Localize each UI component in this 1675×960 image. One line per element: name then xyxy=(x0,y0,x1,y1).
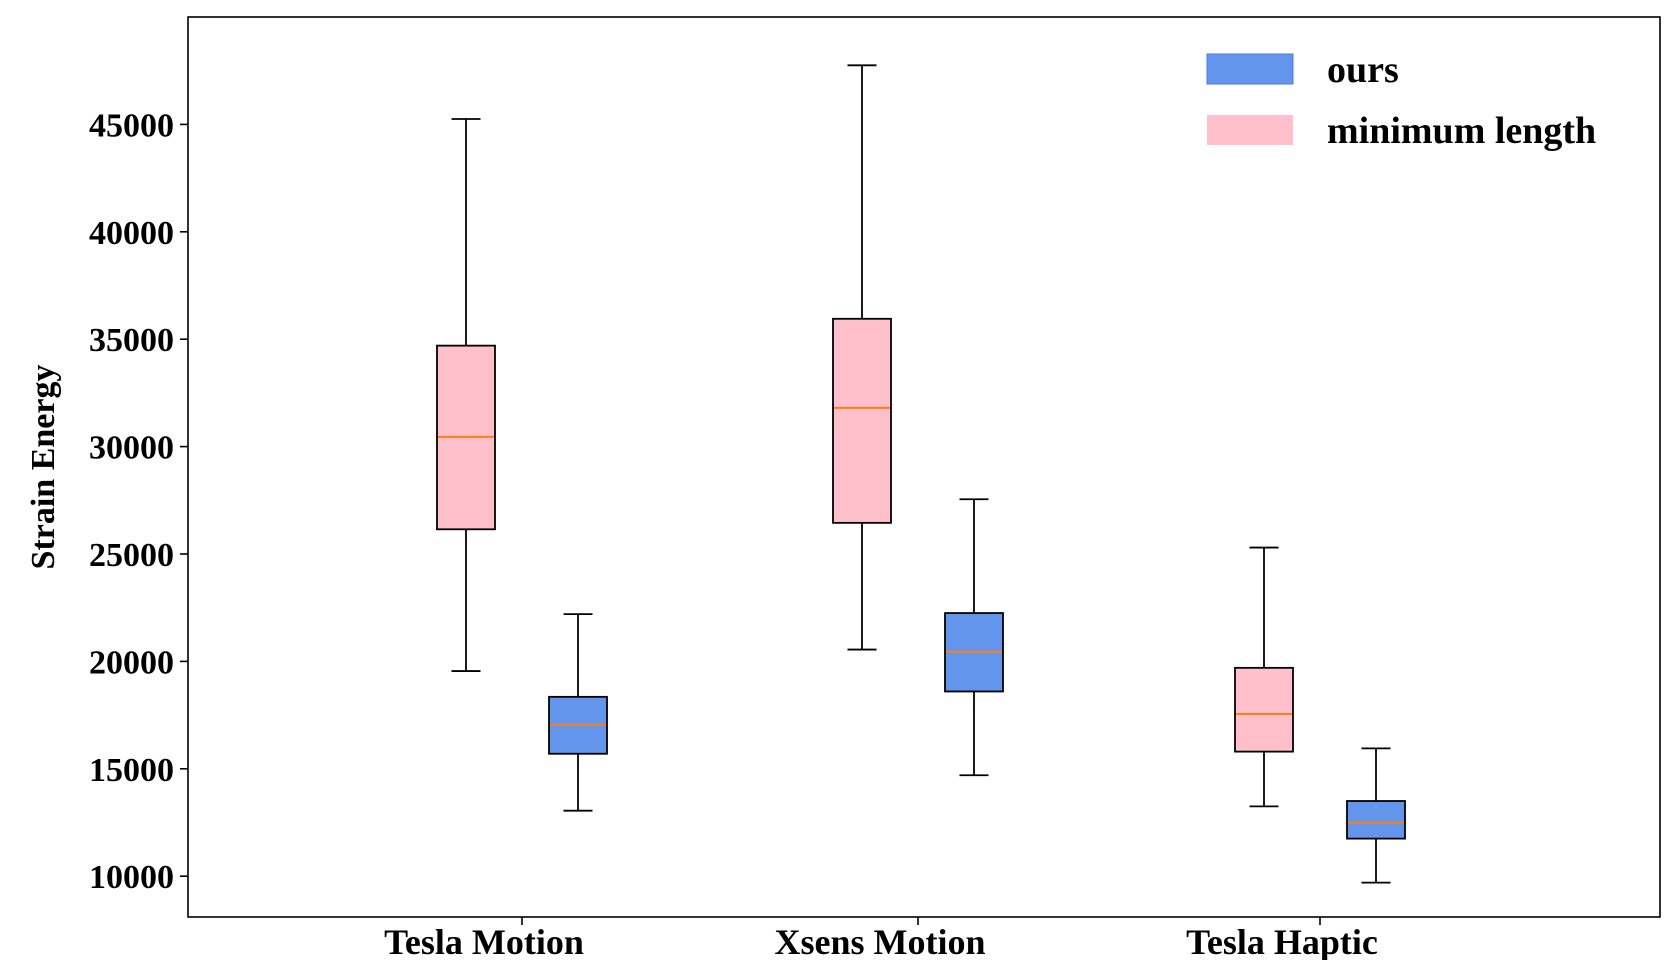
box-ours-0 xyxy=(548,613,608,812)
x-tick-label: Xsens Motion xyxy=(774,922,985,960)
y-axis-label: Strain Energy xyxy=(25,365,62,570)
y-tick-label: 20000 xyxy=(89,644,174,681)
legend-swatch xyxy=(1207,115,1293,145)
y-tick-label: 35000 xyxy=(89,322,174,359)
y-tick-label: 10000 xyxy=(89,859,174,896)
legend-label: minimum length xyxy=(1327,110,1596,152)
x-axis: Tesla Motion Xsens Motion Tesla Haptic xyxy=(384,917,1378,960)
box-ours-2 xyxy=(1346,747,1406,884)
legend-swatch xyxy=(1206,53,1294,85)
box-iqr xyxy=(832,317,892,524)
box-minimum-length-1 xyxy=(832,64,892,651)
box-iqr xyxy=(1234,666,1294,753)
y-tick-label: 30000 xyxy=(89,430,174,467)
box-minimum-length-0 xyxy=(436,118,496,672)
box-iqr xyxy=(1346,800,1406,840)
legend-label: ours xyxy=(1327,49,1399,91)
y-tick-label: 45000 xyxy=(89,107,174,144)
x-tick-label: Tesla Haptic xyxy=(1186,922,1378,960)
x-tick-label: Tesla Motion xyxy=(384,922,584,960)
y-tick-label: 25000 xyxy=(89,537,174,574)
legend: ours minimum length xyxy=(1206,49,1596,152)
box-minimum-length-2 xyxy=(1234,546,1294,808)
y-tick-label: 15000 xyxy=(89,752,174,789)
boxes-layer xyxy=(436,64,1406,884)
y-tick-label: 40000 xyxy=(89,215,174,252)
plot-frame xyxy=(187,16,1661,918)
box-ours-1 xyxy=(944,498,1004,777)
y-axis: 10000 15000 20000 25000 30000 35000 40000 45000 xyxy=(89,107,188,896)
